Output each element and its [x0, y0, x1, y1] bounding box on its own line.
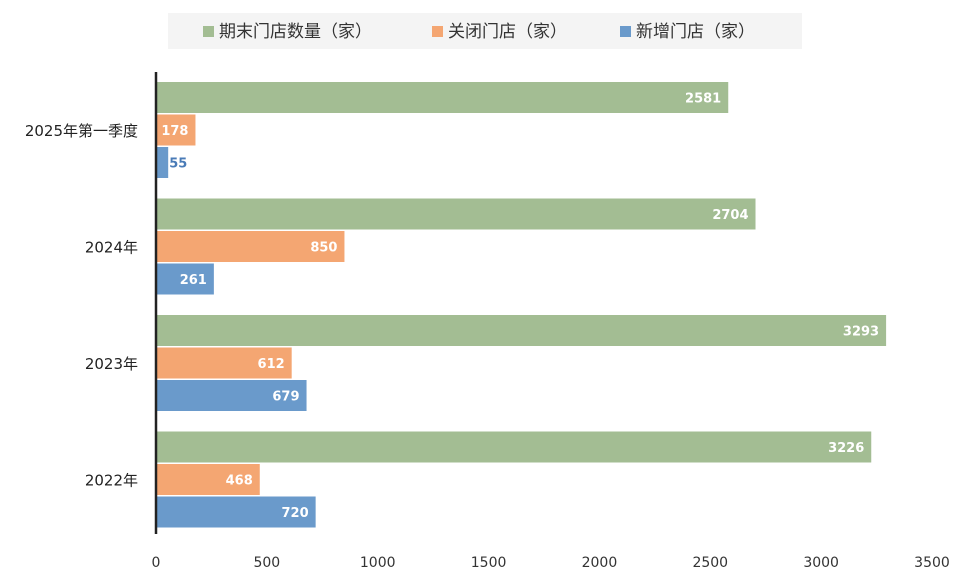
x-tick-label: 1500	[471, 555, 507, 571]
x-axis-ticks: 0 500 1000 1500 2000 2500 3000 3500	[152, 555, 950, 571]
bar	[156, 198, 756, 230]
data-label: 720	[281, 506, 308, 521]
data-labels: 2581 178 55 2704 850 261 3293 612 679 3226 468 720	[161, 92, 879, 522]
data-label: 3293	[843, 325, 879, 340]
bar	[156, 114, 196, 146]
data-label: 261	[180, 273, 207, 288]
data-label: 2581	[685, 92, 721, 107]
bar	[156, 231, 345, 262]
x-tick-label: 500	[253, 555, 280, 571]
legend-swatch	[432, 26, 443, 37]
data-label: 55	[169, 157, 187, 172]
bar	[156, 496, 316, 528]
category-label: 2023年	[85, 355, 138, 373]
bars	[156, 82, 887, 528]
bar	[156, 464, 260, 495]
category-label: 2024年	[85, 239, 138, 257]
x-tick-label: 3500	[914, 555, 950, 571]
legend-background	[168, 13, 802, 49]
bar	[156, 263, 214, 295]
x-tick-label: 3000	[803, 555, 839, 571]
category-label: 2022年	[85, 472, 138, 490]
legend-swatch	[620, 26, 631, 37]
x-tick-label: 1000	[360, 555, 396, 571]
legend-swatch	[203, 26, 214, 37]
data-label: 850	[310, 241, 337, 256]
x-tick-label: 2500	[692, 555, 728, 571]
data-label: 468	[226, 474, 253, 489]
x-tick-label: 0	[152, 555, 161, 571]
bar	[156, 147, 169, 178]
bar	[156, 380, 307, 411]
bar	[156, 431, 872, 463]
category-label: 2025年第一季度	[25, 122, 138, 140]
data-label: 2704	[712, 208, 748, 223]
legend-label: 期末门店数量（家）	[219, 22, 372, 42]
legend-label: 新增门店（家）	[636, 22, 755, 42]
data-label: 3226	[828, 441, 864, 456]
category-labels: 2025年第一季度 2024年 2023年 2022年	[25, 122, 138, 490]
data-label: 612	[258, 357, 285, 372]
bar	[156, 347, 292, 379]
x-tick-label: 2000	[582, 555, 618, 571]
legend-label: 关闭门店（家）	[448, 22, 567, 42]
bar	[156, 82, 729, 113]
legend: 期末门店数量（家） 关闭门店（家） 新增门店（家）	[168, 13, 802, 49]
bar	[156, 315, 887, 346]
data-label: 679	[272, 390, 299, 405]
data-label: 178	[161, 124, 188, 139]
